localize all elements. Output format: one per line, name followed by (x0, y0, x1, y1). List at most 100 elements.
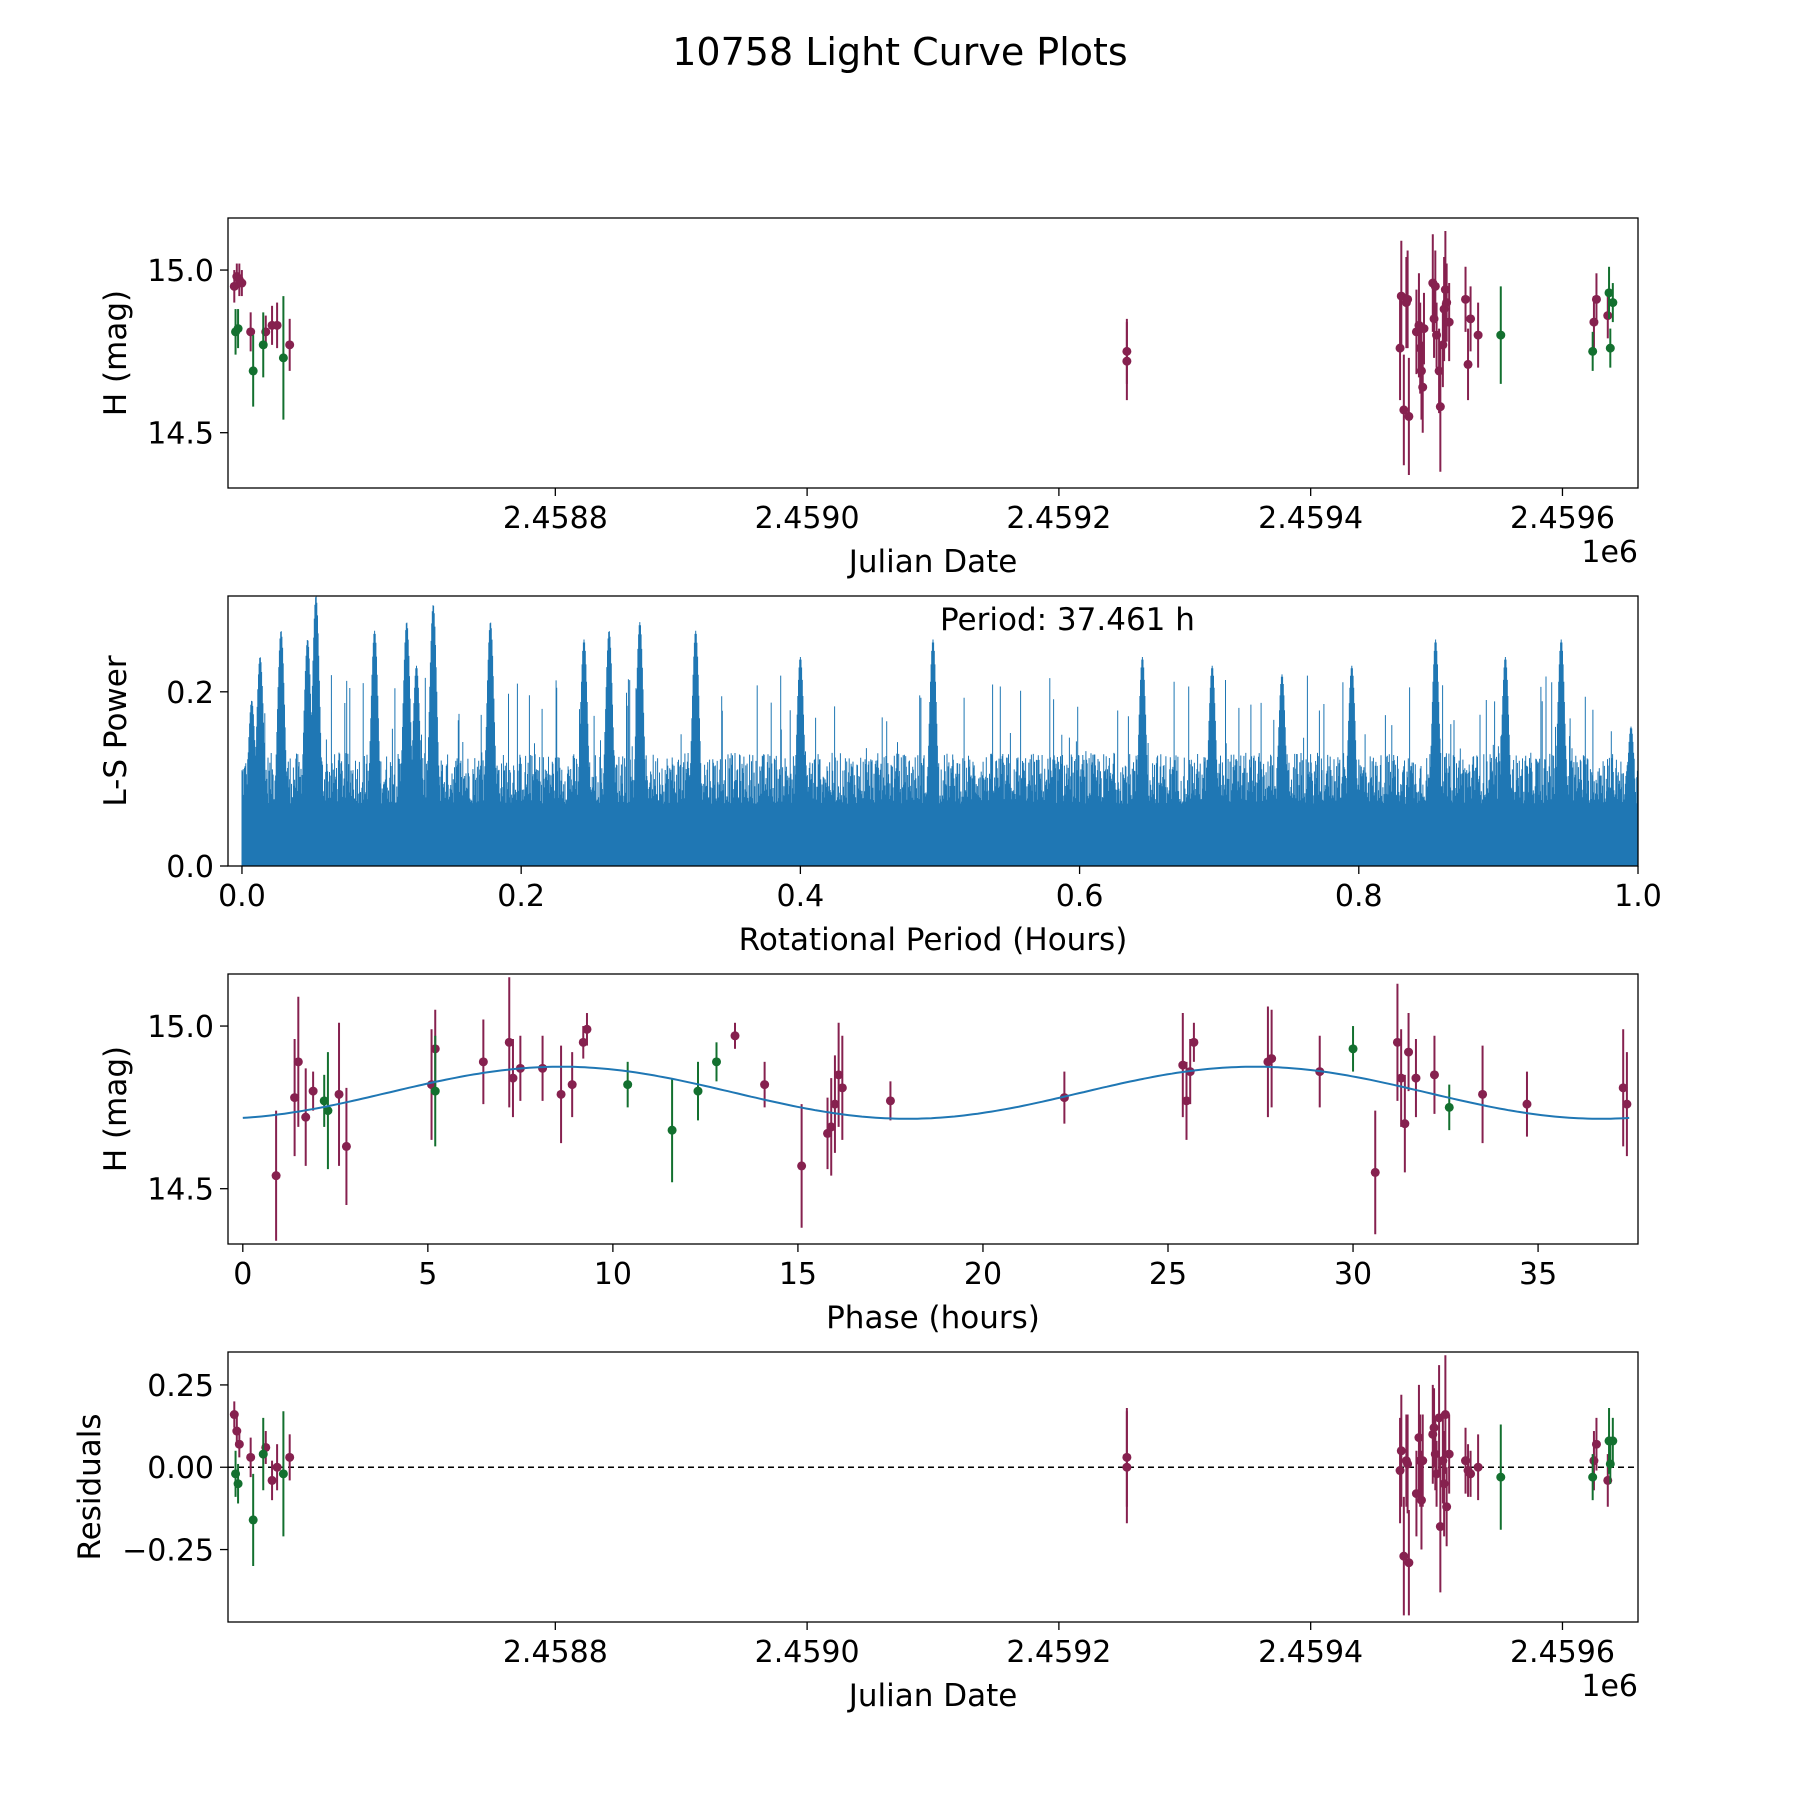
figure-title: 10758 Light Curve Plots (672, 30, 1127, 74)
x-tick-label: 2.4592 (1006, 1635, 1111, 1670)
data-point (1603, 311, 1613, 321)
y-tick-label: 15.0 (147, 254, 214, 289)
power-spectrum-line (241, 596, 1639, 866)
data-point (667, 1125, 677, 1135)
data-point (1444, 317, 1454, 327)
y-tick-label: 0.25 (147, 1369, 214, 1404)
data-point (1411, 1073, 1421, 1083)
y-tick-label: 0.00 (147, 1451, 214, 1486)
data-point (712, 1057, 722, 1067)
x-tick-label: 0.6 (1056, 879, 1104, 914)
x-tick-label: 5 (418, 1257, 437, 1292)
data-point (1267, 1054, 1277, 1064)
x-tick-label: 25 (1149, 1257, 1187, 1292)
data-point (1444, 1449, 1454, 1459)
data-point (1403, 1459, 1413, 1469)
data-point (1442, 1502, 1452, 1512)
data-point (234, 1439, 244, 1449)
data-point (1189, 1037, 1199, 1047)
y-tick-label: 0.0 (166, 850, 214, 885)
y-tick-label: 14.5 (147, 417, 214, 452)
x-tick-label: 0.2 (497, 879, 545, 914)
data-point (293, 1057, 303, 1067)
data-point (837, 1083, 847, 1093)
data-layer (229, 1355, 1618, 1616)
data-point (290, 1093, 300, 1103)
x-axis-label: Julian Date (847, 1678, 1018, 1714)
data-point (1588, 346, 1598, 356)
data-point (301, 1112, 311, 1122)
data-point (271, 1171, 281, 1181)
data-point (341, 1141, 351, 1151)
data-point (623, 1080, 633, 1090)
data-point (1395, 343, 1405, 353)
data-point (578, 1037, 588, 1047)
data-point (538, 1063, 548, 1073)
data-point (1429, 1070, 1439, 1080)
data-point (430, 1086, 440, 1096)
data-point (237, 278, 247, 288)
data-point (693, 1086, 703, 1096)
data-point (556, 1089, 566, 1099)
residuals-panel: 2.4588 2.4590 2.4592 2.4594 2.4596 −0.25 0.00 0… (72, 1351, 1639, 1714)
data-point (258, 1449, 268, 1459)
x-tick-label: 0 (233, 1257, 252, 1292)
x-axis-label: Rotational Period (Hours) (739, 922, 1128, 958)
data-point (582, 1024, 592, 1034)
data-point (1588, 1472, 1598, 1482)
data-point (1418, 382, 1428, 392)
axes-frame (227, 595, 1639, 867)
data-point (830, 1099, 840, 1109)
data-point (1604, 288, 1614, 298)
data-point (1404, 411, 1414, 421)
x-tick-label: 10 (594, 1257, 632, 1292)
periodogram-panel: 0.0 0.2 0.4 0.6 0.8 1.0 0.0 0.2 Rotational Perio… (98, 595, 1662, 958)
data-point (504, 1037, 514, 1047)
data-point (1122, 356, 1132, 366)
x-tick-label: 2.4590 (755, 1635, 860, 1670)
period-annotation: Period: 37.461 h (940, 602, 1195, 638)
data-point (1473, 330, 1483, 340)
x-tick-label: 1.0 (1614, 879, 1662, 914)
data-point (1522, 1099, 1532, 1109)
data-point (1496, 1472, 1506, 1482)
data-point (272, 1462, 282, 1472)
data-point (1440, 1410, 1450, 1420)
data-point (1461, 294, 1471, 304)
data-point (258, 340, 268, 350)
data-point (1608, 298, 1618, 308)
data-point (248, 366, 258, 376)
data-point (1591, 294, 1601, 304)
data-point (1435, 1522, 1445, 1532)
data-point (1591, 1439, 1601, 1449)
data-point (478, 1057, 488, 1067)
data-point (1622, 1099, 1632, 1109)
data-point (1466, 1469, 1476, 1479)
axes-frame (227, 217, 1639, 489)
x-offset-label: 1e6 (1581, 1669, 1638, 1704)
axes-frame (227, 1351, 1639, 1623)
y-axis-label: L-S Power (98, 655, 134, 806)
data-point (826, 1122, 836, 1132)
data-point (1404, 1047, 1414, 1057)
data-point (1444, 1102, 1454, 1112)
y-tick-label: 0.2 (166, 676, 214, 711)
data-point (233, 324, 243, 334)
x-tick-label: 2.4594 (1258, 501, 1363, 536)
data-point (1496, 330, 1506, 340)
data-point (1429, 1423, 1439, 1433)
data-point (323, 1106, 333, 1116)
data-point (1416, 1495, 1426, 1505)
data-point (1182, 1096, 1192, 1106)
data-point (1395, 1466, 1405, 1476)
x-tick-label: 20 (964, 1257, 1002, 1292)
x-tick-label: 15 (779, 1257, 817, 1292)
data-point (730, 1031, 740, 1041)
data-point (1478, 1089, 1488, 1099)
data-point (1605, 343, 1615, 353)
phased-panel: 0 5 10 15 20 25 30 35 14.5 15.0 Phase (hours) H (ma… (98, 973, 1639, 1336)
y-tick-label: 15.0 (147, 1010, 214, 1045)
x-offset-label: 1e6 (1581, 535, 1638, 570)
data-point (508, 1073, 518, 1083)
